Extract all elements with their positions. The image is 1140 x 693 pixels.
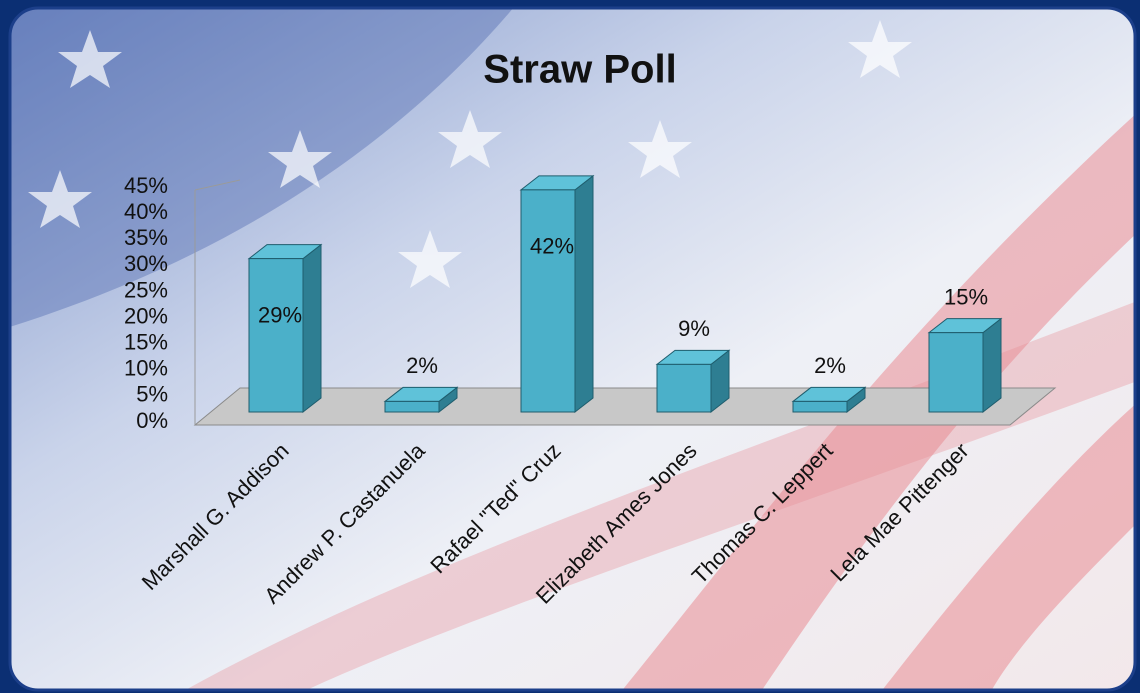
chart-title: Straw Poll xyxy=(483,48,676,92)
value-label: 15% xyxy=(944,284,988,309)
value-label: 42% xyxy=(530,234,574,259)
y-tick-label: 35% xyxy=(124,225,168,250)
y-tick-label: 10% xyxy=(124,356,168,381)
bar-side xyxy=(302,243,322,414)
bar xyxy=(792,400,848,413)
bar xyxy=(928,332,984,413)
y-tick-label: 30% xyxy=(124,251,168,276)
bar xyxy=(384,400,440,413)
bar-side xyxy=(982,317,1002,414)
y-tick-label: 0% xyxy=(136,408,168,433)
value-label: 29% xyxy=(258,302,302,327)
y-tick-label: 40% xyxy=(124,199,168,224)
bar xyxy=(520,189,576,413)
value-label: 9% xyxy=(678,316,710,341)
y-tick-label: 20% xyxy=(124,303,168,328)
value-label: 2% xyxy=(814,353,846,378)
floor xyxy=(193,387,1057,426)
axis-line xyxy=(194,179,241,191)
y-tick-label: 5% xyxy=(136,382,168,407)
y-tick-label: 25% xyxy=(124,277,168,302)
y-tick-label: 15% xyxy=(124,329,168,354)
bar xyxy=(656,363,712,413)
y-tick-label: 45% xyxy=(124,173,168,198)
value-label: 2% xyxy=(406,353,438,378)
bar xyxy=(248,258,304,413)
bar-side xyxy=(574,174,594,414)
panel-border xyxy=(8,6,1137,692)
